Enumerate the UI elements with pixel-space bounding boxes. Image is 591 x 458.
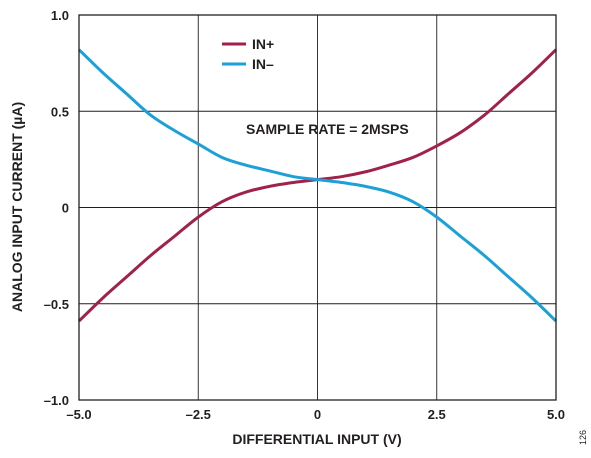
y-tick-label: –1.0 xyxy=(44,393,69,408)
x-tick-labels: –5.0 –2.5 0 2.5 5.0 xyxy=(66,407,565,422)
x-tick-label: 0 xyxy=(314,407,321,422)
y-tick-label: 1.0 xyxy=(51,8,69,23)
y-tick-label: 0 xyxy=(62,201,69,216)
sample-rate-annotation: SAMPLE RATE = 2MSPS xyxy=(246,121,409,137)
y-tick-labels: 1.0 0.5 0 –0.5 –1.0 xyxy=(44,8,69,408)
series-line-in-minus xyxy=(77,48,558,323)
x-axis-title: DIFFERENTIAL INPUT (V) xyxy=(232,431,401,447)
x-tick-label: –2.5 xyxy=(186,407,211,422)
x-tick-label: –5.0 xyxy=(66,407,91,422)
x-tick-label: 5.0 xyxy=(547,407,565,422)
y-tick-label: –0.5 xyxy=(44,297,69,312)
grid-lines xyxy=(78,14,557,401)
x-tick-label: 2.5 xyxy=(428,407,446,422)
series-lines xyxy=(77,48,558,323)
legend: IN+ IN– xyxy=(222,36,274,72)
legend-label-in-minus: IN– xyxy=(252,56,274,72)
y-tick-label: 0.5 xyxy=(51,104,69,119)
figure-number: 126 xyxy=(578,430,588,445)
legend-label-in-plus: IN+ xyxy=(252,36,274,52)
plot-frame xyxy=(78,14,557,401)
y-axis-title: ANALOG INPUT CURRENT (µA) xyxy=(9,102,25,312)
